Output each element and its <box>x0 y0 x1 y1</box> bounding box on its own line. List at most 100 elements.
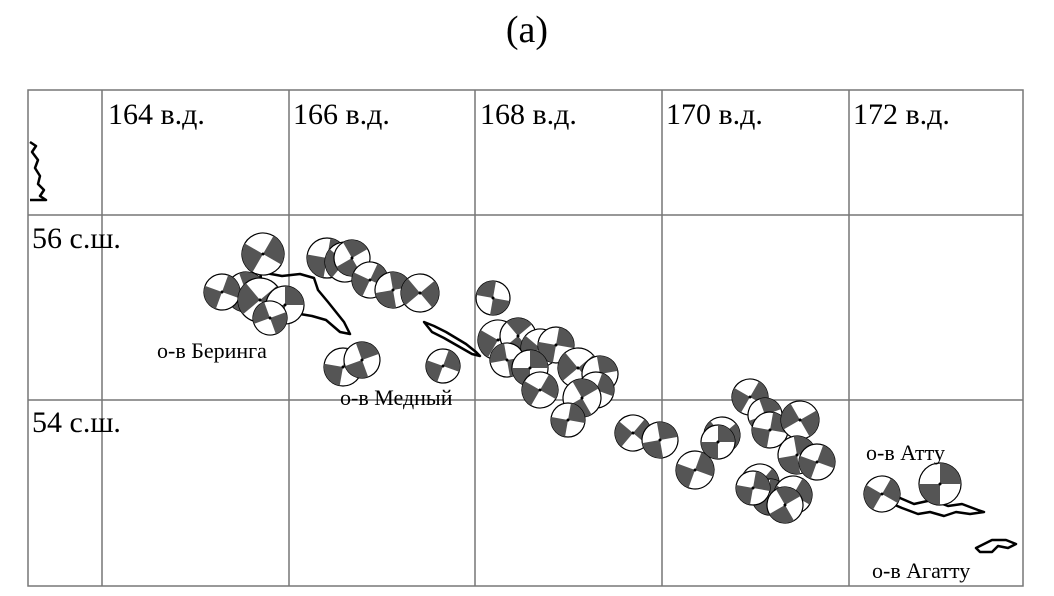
focal-mechanisms <box>203 232 962 524</box>
focal-mechanism-quadrant <box>882 478 900 504</box>
focal-mechanism-center <box>631 431 635 435</box>
focal-mechanism-quadrant <box>420 280 439 308</box>
focal-mechanism-quadrant <box>769 505 794 523</box>
focal-mechanism-quadrant <box>204 285 222 309</box>
focal-mechanism-quadrant <box>676 463 695 488</box>
focal-mechanism-quadrant <box>717 425 735 442</box>
island-label-bering: о-в Беринга <box>157 338 267 363</box>
focal-mechanism-quadrant <box>426 360 443 382</box>
focal-mechanism-icon <box>203 273 241 311</box>
focal-mechanism-center <box>258 298 262 302</box>
longitude-label-170: 170 в.д. <box>666 98 763 131</box>
longitude-label-168: 168 в.д. <box>480 98 577 131</box>
focal-mechanism-icon <box>918 462 962 506</box>
focal-mechanism-icon <box>400 273 440 313</box>
focal-mechanism-quadrant <box>615 421 633 447</box>
focal-mechanism-icon <box>343 341 381 379</box>
longitude-label-166: 166 в.д. <box>293 98 390 131</box>
focal-mechanism-quadrant <box>732 387 750 413</box>
focal-mechanism-quadrant <box>736 485 753 505</box>
focal-mechanism-quadrant <box>701 442 719 459</box>
focal-mechanism-center <box>391 288 395 292</box>
focal-mechanism-quadrant <box>537 341 556 363</box>
focal-mechanism-quadrant <box>306 254 327 278</box>
focal-mechanism-center <box>516 334 520 338</box>
focal-mechanism-quadrant <box>753 471 770 491</box>
focal-mechanism-center <box>798 418 802 422</box>
focal-mechanism-quadrant <box>352 272 370 297</box>
map-frame <box>27 89 1024 587</box>
focal-mechanism-quadrant <box>355 342 379 360</box>
focal-mechanism-quadrant <box>596 355 618 374</box>
focal-mechanism-icon <box>780 400 820 440</box>
focal-mechanism-quadrant <box>940 463 961 485</box>
focal-mechanism-center <box>576 366 580 370</box>
focal-mechanism-center <box>538 388 542 392</box>
focal-mechanism-icon <box>425 348 461 384</box>
focal-mechanism-quadrant <box>551 417 568 437</box>
longitude-label-164: 164 в.д. <box>108 98 205 131</box>
focal-mechanism-quadrant <box>490 343 507 363</box>
focal-mechanism-quadrant <box>253 302 270 324</box>
focal-mechanism-quadrant <box>572 379 599 398</box>
focal-mechanism-center <box>938 482 942 486</box>
focal-mechanism-icon <box>252 300 288 336</box>
focal-mechanism-quadrant <box>781 403 800 430</box>
focal-mechanism-quadrant <box>242 243 263 273</box>
focal-mechanism-quadrant <box>817 445 835 469</box>
focal-mechanism-quadrant <box>656 421 678 440</box>
focal-mechanism-quadrant <box>443 350 460 372</box>
focal-mechanism-quadrant <box>800 410 819 437</box>
focal-mechanism-center <box>751 486 755 490</box>
focal-mechanism-quadrant <box>477 330 498 358</box>
focal-mechanism-center <box>580 396 584 400</box>
focal-mechanism-quadrant <box>919 483 940 505</box>
focal-mechanism-icon <box>241 232 285 276</box>
focal-mechanism-quadrant <box>596 373 614 397</box>
focal-mechanism-quadrant <box>864 484 882 510</box>
focal-mechanism-center <box>368 278 372 282</box>
focal-mechanism-quadrant <box>751 426 770 448</box>
focal-mechanism-center <box>441 364 445 368</box>
focal-mechanism-center <box>528 366 532 370</box>
focal-mechanism-quadrant <box>345 360 369 378</box>
focal-mechanism-icon <box>475 280 511 316</box>
focal-mechanism-center <box>554 343 558 347</box>
focal-mechanism-quadrant <box>776 487 801 505</box>
focal-mechanism-icon <box>641 421 679 459</box>
focal-mechanism-quadrant <box>799 455 817 479</box>
focal-mechanism-quadrant <box>642 440 664 459</box>
focal-mechanism-quadrant <box>793 478 812 505</box>
focal-mechanism-quadrant <box>285 286 304 306</box>
latitude-label-56: 56 с.ш. <box>32 222 121 255</box>
focal-mechanism-center <box>716 440 720 444</box>
focal-mechanism-icon <box>550 402 586 438</box>
latitude-label-54: 54 с.ш. <box>32 406 121 439</box>
island-label-attu: о-в Атту <box>866 440 945 465</box>
focal-mechanism-quadrant <box>343 240 368 258</box>
focal-mechanism-center <box>748 395 752 399</box>
focal-mechanism-center <box>491 296 495 300</box>
focal-mechanism-quadrant <box>522 380 540 406</box>
focal-mechanism-quadrant <box>222 275 240 299</box>
longitude-label-172: 172 в.д. <box>853 98 950 131</box>
focal-mechanism-center <box>693 468 697 472</box>
focal-mechanism-center <box>783 503 787 507</box>
focal-mechanism-center <box>795 453 799 457</box>
focal-mechanism-icon <box>675 450 715 490</box>
agattu-island <box>974 538 1018 554</box>
map-grid <box>27 89 1024 587</box>
attu-island <box>878 492 986 518</box>
focal-mechanism-quadrant <box>263 235 284 265</box>
focal-mechanism-quadrant <box>476 281 496 298</box>
focal-mechanism-center <box>268 316 272 320</box>
focal-mechanism-quadrant <box>695 452 714 477</box>
focal-mechanism-quadrant <box>506 318 532 336</box>
focal-mechanism-center <box>768 428 772 432</box>
focal-mechanism-quadrant <box>568 403 585 423</box>
focal-mechanism-quadrant <box>557 352 578 381</box>
focal-mechanism-center <box>658 438 662 442</box>
focal-mechanism-quadrant <box>490 298 510 315</box>
focal-mechanism-center <box>350 256 354 260</box>
island-label-medny: о-в Медный <box>340 385 453 410</box>
